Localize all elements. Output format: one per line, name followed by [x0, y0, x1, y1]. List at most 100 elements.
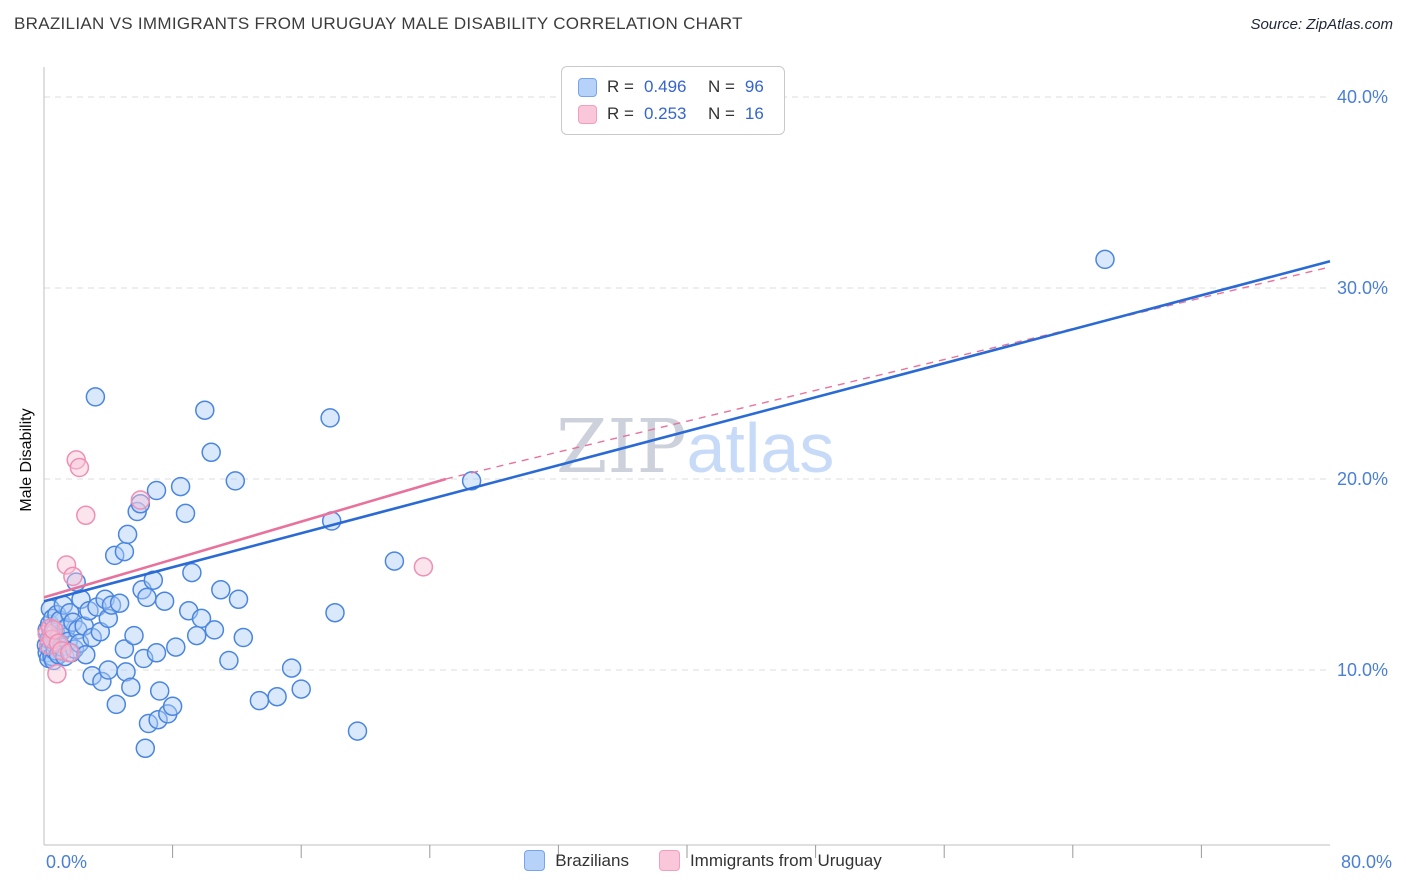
scatter-point-brazilians	[53, 595, 74, 615]
r-value: 0.496	[643, 77, 687, 96]
scatter-point-brazilians	[101, 595, 122, 615]
x-tick-label-max: 80.0%	[1340, 852, 1392, 872]
scatter-point-brazilians	[55, 646, 75, 667]
series-legend: Brazilians Immigrants from Uruguay	[0, 850, 1406, 871]
scatter-point-brazilians	[132, 580, 152, 600]
scatter-point-brazilians	[225, 471, 246, 491]
scatter-point-brazilians	[66, 572, 86, 592]
scatter-point-brazilians	[249, 690, 270, 711]
scatter-point-brazilians	[43, 633, 64, 654]
scatter-point-brazilians	[121, 677, 141, 697]
scatter-point-brazilians	[50, 623, 70, 644]
scatter-point-brazilians	[148, 709, 168, 730]
scatter-point-uruguay	[39, 635, 59, 655]
scatter-point-brazilians	[87, 597, 107, 617]
scatter-point-brazilians	[43, 608, 63, 629]
scatter-point-brazilians	[68, 620, 88, 640]
scatter-point-brazilians	[146, 480, 167, 501]
scatter-point-brazilians	[106, 694, 127, 715]
stats-row-brazilians: R = 0.496 N = 96	[578, 77, 764, 97]
scatter-point-brazilians	[43, 650, 64, 671]
scatter-point-brazilians	[61, 643, 82, 663]
correlation-stats-legend: R = 0.496 N = 96 R = 0.253 N = 16	[561, 66, 785, 135]
legend-item-brazilians: Brazilians	[524, 850, 629, 871]
scatter-point-brazilians	[1095, 249, 1115, 270]
scatter-point-brazilians	[146, 643, 167, 663]
scatter-point-brazilians	[50, 610, 70, 631]
scatter-point-brazilians	[39, 614, 60, 634]
scatter-point-brazilians	[162, 696, 183, 717]
y-tick-label-30: 30.0%	[1337, 278, 1389, 298]
scatter-point-brazilians	[42, 646, 62, 667]
scatter-point-brazilians	[37, 620, 57, 640]
scatter-point-uruguay	[37, 623, 57, 644]
scatter-point-brazilians	[48, 644, 69, 665]
stats-row-uruguay: R = 0.253 N = 16	[578, 104, 764, 124]
scatter-point-brazilians	[178, 601, 199, 621]
scatter-point-brazilians	[40, 599, 61, 619]
scatter-point-uruguay	[48, 633, 69, 654]
scatter-point-brazilians	[135, 738, 156, 759]
scatter-point-brazilians	[114, 639, 135, 659]
scatter-point-brazilians	[71, 589, 91, 610]
scatter-point-brazilians	[69, 633, 90, 654]
scatter-point-brazilians	[154, 591, 175, 611]
legend-item-label: Brazilians	[555, 850, 629, 870]
scatter-point-brazilians	[79, 601, 99, 621]
scatter-point-brazilians	[133, 648, 154, 669]
scatter-point-uruguay	[47, 664, 67, 684]
scatter-point-brazilians	[37, 643, 57, 663]
scatter-point-brazilians	[85, 387, 106, 407]
y-tick-label-40: 40.0%	[1337, 87, 1389, 107]
scatter-point-brazilians	[82, 627, 102, 648]
n-label: N =	[707, 104, 735, 123]
scatter-point-brazilians	[56, 618, 77, 638]
scatter-point-brazilians	[58, 631, 78, 652]
scatter-point-brazilians	[39, 648, 59, 669]
scatter-point-brazilians	[182, 562, 202, 583]
scatter-point-brazilians	[291, 679, 311, 699]
scatter-point-brazilians	[92, 671, 112, 692]
n-value: 16	[744, 104, 764, 123]
scatter-point-brazilians	[98, 608, 119, 629]
scatter-point-brazilians	[143, 570, 164, 590]
scatter-point-brazilians	[59, 602, 80, 623]
scatter-point-brazilians	[40, 639, 61, 659]
scatter-point-brazilians	[325, 602, 345, 623]
scatter-point-brazilians	[204, 620, 225, 640]
scatter-point-brazilians	[137, 587, 157, 608]
scatter-point-brazilians	[219, 650, 239, 671]
scatter-point-brazilians	[461, 471, 482, 491]
scatter-point-brazilians	[130, 494, 151, 514]
n-value: 96	[744, 77, 764, 96]
scatter-point-brazilians	[117, 524, 138, 545]
scatter-point-brazilians	[320, 408, 340, 428]
scatter-point-brazilians	[42, 623, 62, 644]
y-tick-label-20: 20.0%	[1337, 469, 1389, 489]
scatter-point-brazilians	[201, 442, 221, 463]
brazilians-swatch-icon	[578, 77, 597, 97]
legend-item-label: Immigrants from Uruguay	[689, 850, 882, 870]
n-label: N =	[707, 77, 735, 96]
zipatlas-watermark: ZIPatlas	[556, 410, 834, 484]
scatter-point-uruguay	[51, 641, 72, 661]
scatter-point-brazilians	[104, 545, 125, 566]
scatter-point-brazilians	[98, 660, 119, 680]
scatter-point-brazilians	[281, 658, 302, 678]
scatter-point-brazilians	[211, 580, 231, 600]
scatter-point-uruguay	[130, 490, 151, 510]
scatter-point-uruguay	[76, 505, 96, 526]
scatter-point-brazilians	[47, 629, 67, 650]
scatter-point-brazilians	[170, 476, 191, 497]
scatter-point-uruguay	[40, 618, 61, 638]
scatter-point-brazilians	[233, 627, 254, 648]
scatter-point-brazilians	[166, 637, 186, 657]
scatter-point-brazilians	[36, 635, 57, 655]
scatter-point-brazilians	[186, 625, 207, 646]
scatter-point-uruguay	[69, 457, 90, 478]
source-label: Source: ZipAtlas.com	[1250, 16, 1393, 33]
scatter-point-uruguay	[42, 629, 62, 650]
y-tick-label-10: 10.0%	[1337, 660, 1389, 680]
scatter-point-brazilians	[228, 589, 249, 610]
